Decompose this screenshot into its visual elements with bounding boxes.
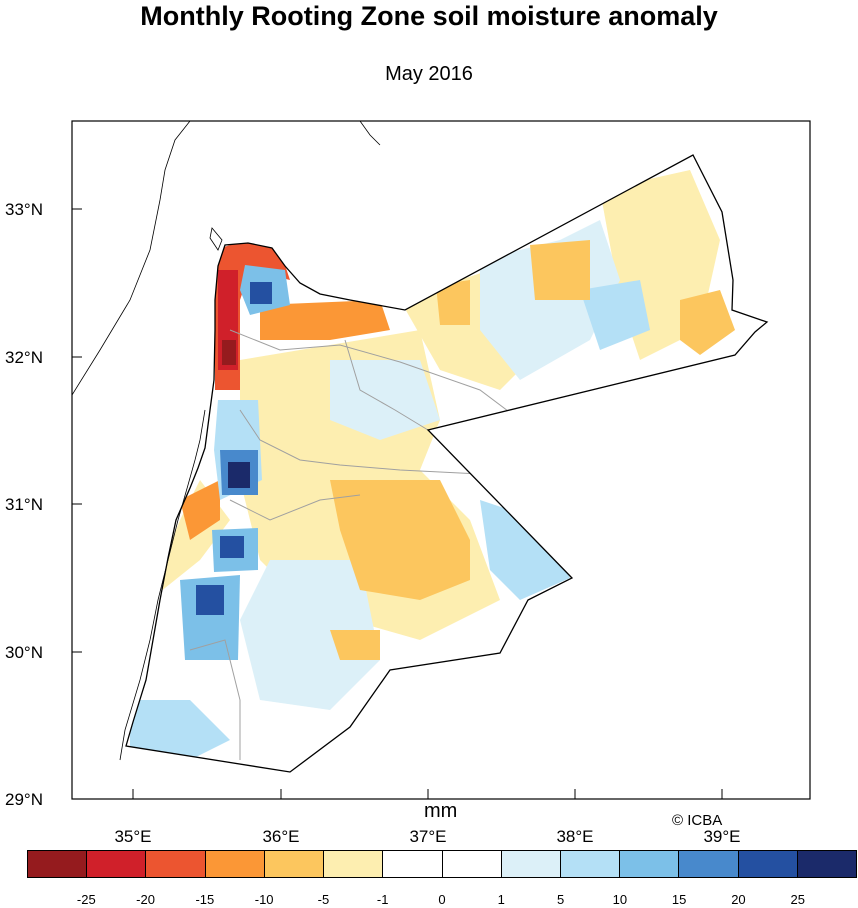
colorbar-box bbox=[383, 851, 443, 877]
longitude-ticks bbox=[132, 789, 723, 799]
map-title: Monthly Rooting Zone soil moisture anoma… bbox=[140, 1, 718, 31]
colorbar-label: 0 bbox=[438, 892, 446, 907]
latitude-ticks bbox=[72, 208, 82, 800]
colorbar-label: 15 bbox=[671, 892, 687, 907]
lon-label: 35°E bbox=[114, 827, 151, 846]
colorbar-box bbox=[324, 851, 384, 877]
colorbar-label: 25 bbox=[790, 892, 805, 907]
colorbar-label: -20 bbox=[136, 892, 155, 907]
colorbar-box bbox=[28, 851, 88, 877]
colorbar-label: 20 bbox=[731, 892, 746, 907]
colorbar-box bbox=[146, 851, 206, 877]
colorbar-box bbox=[738, 851, 798, 877]
colorbar-box bbox=[87, 851, 147, 877]
colorbar-box bbox=[679, 851, 739, 877]
colorbar-box bbox=[264, 851, 325, 877]
colorbar-box bbox=[620, 851, 680, 877]
colorbar-label: 1 bbox=[497, 892, 505, 907]
internal-boundaries bbox=[189, 329, 521, 760]
lat-label: 33°N bbox=[5, 200, 43, 219]
colorbar-label: -5 bbox=[317, 892, 330, 907]
lat-label: 31°N bbox=[5, 495, 43, 514]
colorbar-label: -1 bbox=[376, 892, 389, 907]
colorbar-labels: -25 -20 -15 -10 -5 -1 0 1 5 10 15 20 25 bbox=[27, 892, 857, 908]
colorbar-box bbox=[501, 851, 561, 877]
soil-moisture-anomaly-field bbox=[126, 155, 767, 772]
lat-label: 32°N bbox=[5, 348, 43, 367]
colorbar-label: 5 bbox=[556, 892, 565, 907]
colorbar-box bbox=[442, 851, 502, 877]
colorbar-label: -25 bbox=[76, 892, 96, 907]
lon-label: 38°E bbox=[556, 827, 593, 846]
lon-label: 36°E bbox=[262, 827, 299, 846]
colorbar-label: -15 bbox=[195, 892, 215, 907]
colorbar-box bbox=[205, 851, 265, 877]
lat-label: 30°N bbox=[5, 643, 43, 662]
map-frame bbox=[71, 120, 811, 800]
map-subtitle: May 2016 bbox=[385, 63, 473, 85]
units-label: mm bbox=[424, 800, 458, 822]
colorbar bbox=[27, 850, 857, 878]
colorbar-box bbox=[797, 851, 857, 877]
colorbar-box bbox=[560, 851, 621, 877]
country-border bbox=[125, 154, 769, 773]
colorbar-label: -10 bbox=[254, 892, 274, 907]
lon-label: 37°E bbox=[409, 827, 446, 846]
credit-label: © ICBA bbox=[672, 812, 723, 829]
lon-label: 39°E bbox=[703, 827, 740, 846]
colorbar-label: 10 bbox=[612, 892, 628, 907]
lat-label: 29°N bbox=[5, 790, 43, 809]
